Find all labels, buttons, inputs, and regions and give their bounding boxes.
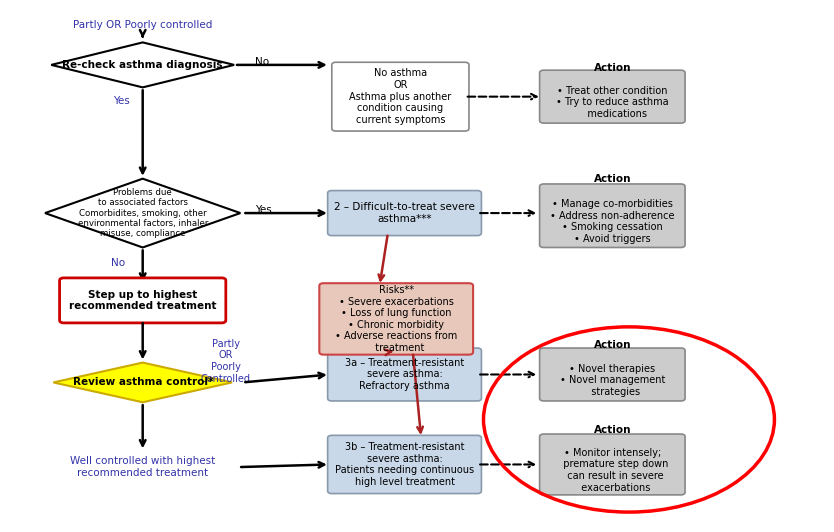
Text: No: No — [111, 259, 125, 268]
Text: • Treat other condition
• Try to reduce asthma
   medications: • Treat other condition • Try to reduce … — [556, 74, 669, 119]
FancyBboxPatch shape — [332, 62, 469, 131]
Text: Action: Action — [594, 340, 631, 351]
Text: Review asthma control*: Review asthma control* — [73, 377, 213, 387]
Text: Re-check asthma diagnosis: Re-check asthma diagnosis — [63, 60, 223, 70]
Text: 2 – Difficult-to-treat severe
asthma***: 2 – Difficult-to-treat severe asthma*** — [334, 202, 475, 224]
Polygon shape — [45, 179, 240, 247]
Text: • Manage co-morbidities
• Address non-adherence
• Smoking cessation
• Avoid trig: • Manage co-morbidities • Address non-ad… — [550, 187, 675, 244]
Text: Problems due
to associated factors
Comorbidites, smoking, other
environmental fa: Problems due to associated factors Comor… — [78, 188, 208, 238]
Text: Risks**
• Severe exacerbations
• Loss of lung function
• Chronic morbidity
• Adv: Risks** • Severe exacerbations • Loss of… — [335, 285, 457, 353]
FancyBboxPatch shape — [328, 348, 481, 401]
Text: Action: Action — [594, 173, 631, 184]
Polygon shape — [53, 363, 232, 402]
Text: No asthma
OR
Asthma plus another
condition causing
current symptoms: No asthma OR Asthma plus another conditi… — [349, 69, 451, 125]
FancyBboxPatch shape — [540, 434, 685, 495]
Text: Action: Action — [594, 425, 631, 435]
Text: 3a – Treatment-resistant
severe asthma:
Refractory asthma: 3a – Treatment-resistant severe asthma: … — [345, 358, 465, 391]
Text: • Novel therapies
• Novel management
  strategies: • Novel therapies • Novel management str… — [560, 352, 665, 397]
Text: Yes: Yes — [255, 205, 272, 215]
Text: Well controlled with highest
recommended treatment: Well controlled with highest recommended… — [70, 456, 215, 478]
FancyBboxPatch shape — [540, 184, 685, 247]
FancyBboxPatch shape — [540, 70, 685, 123]
Text: Step up to highest
recommended treatment: Step up to highest recommended treatment — [69, 289, 217, 311]
Polygon shape — [51, 43, 234, 87]
Text: 3b – Treatment-resistant
severe asthma:
Patients needing continuous
high level t: 3b – Treatment-resistant severe asthma: … — [335, 442, 474, 487]
Text: Yes: Yes — [113, 96, 130, 106]
FancyBboxPatch shape — [328, 190, 481, 236]
Text: No: No — [255, 57, 269, 67]
Text: Partly OR Poorly controlled: Partly OR Poorly controlled — [73, 20, 213, 30]
FancyBboxPatch shape — [540, 348, 685, 401]
Text: Partly
OR
Poorly
Controlled: Partly OR Poorly Controlled — [201, 339, 251, 384]
FancyBboxPatch shape — [319, 283, 473, 355]
Text: Action: Action — [594, 63, 631, 72]
Text: • Monitor intensely;
  premature step down
  can result in severe
  exacerbation: • Monitor intensely; premature step down… — [556, 436, 668, 493]
FancyBboxPatch shape — [59, 278, 226, 323]
FancyBboxPatch shape — [328, 435, 481, 494]
